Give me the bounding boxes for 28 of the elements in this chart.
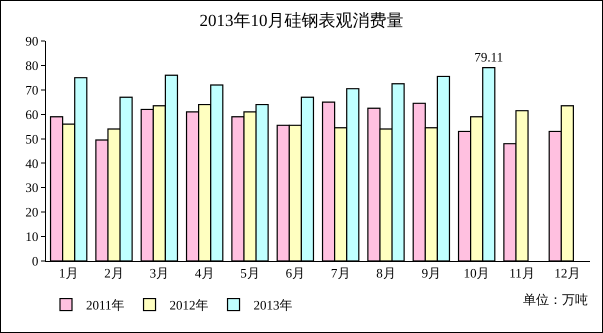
chart-title: 2013年10月硅钢表观消费量 (200, 11, 404, 30)
y-tick-label: 20 (25, 204, 38, 220)
legend-label: 2011年 (86, 298, 125, 313)
legend-label: 2012年 (170, 298, 209, 313)
x-tick-label: 12月 (554, 266, 580, 281)
x-tick-label: 8月 (376, 266, 396, 281)
y-tick-label: 0 (32, 254, 38, 269)
x-tick-label: 11月 (509, 266, 535, 281)
y-tick-label: 70 (25, 82, 38, 98)
text: 单位：万吨 (523, 292, 588, 307)
x-tick-label: 6月 (286, 266, 306, 281)
x-tick-label: 10月 (464, 266, 490, 281)
y-tick-label: 40 (25, 156, 38, 171)
y-tick-label: 60 (25, 106, 38, 122)
x-tick-label: 1月 (58, 266, 78, 281)
x-tick-label: 7月 (330, 266, 350, 281)
x-tick-label: 4月 (194, 266, 214, 281)
y-tick-label: 80 (25, 58, 38, 73)
x-tick-label: 2月 (104, 266, 124, 281)
y-tick-label: 50 (25, 131, 38, 146)
x-tick-label: 5月 (240, 266, 260, 281)
x-tick-label: 9月 (422, 266, 442, 281)
y-tick-label: 30 (25, 180, 38, 196)
y-tick-label: 90 (25, 34, 38, 49)
y-tick-label: 10 (25, 229, 38, 244)
x-tick-label: 3月 (150, 266, 170, 281)
data-label: 79.11 (474, 50, 504, 65)
legend-label: 2013年 (254, 298, 293, 313)
